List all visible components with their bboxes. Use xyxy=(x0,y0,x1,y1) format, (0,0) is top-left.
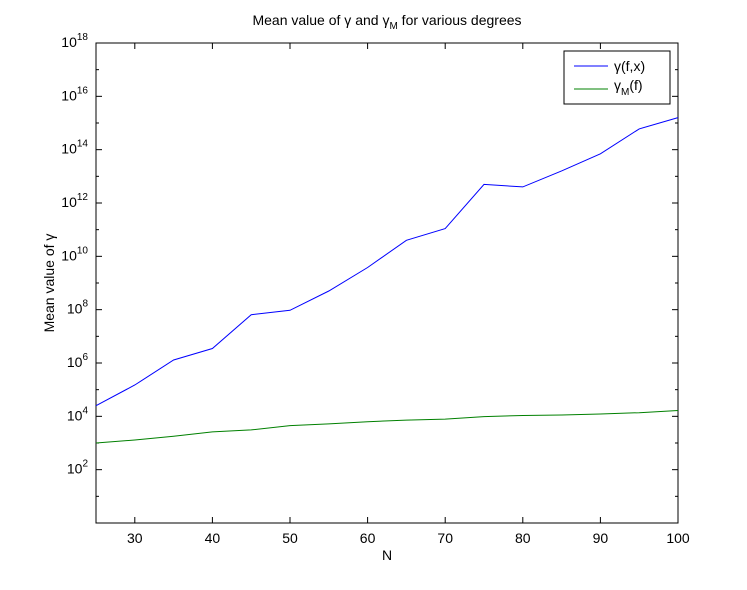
x-tick-label: 60 xyxy=(360,530,376,546)
x-tick-label: 100 xyxy=(666,530,690,546)
y-tick-label: 102 xyxy=(67,459,89,477)
x-tick-label: 90 xyxy=(593,530,609,546)
x-tick-label: 70 xyxy=(437,530,453,546)
plot-area xyxy=(95,42,679,524)
y-tick-label: 1012 xyxy=(61,192,88,210)
series-lines xyxy=(95,117,679,444)
y-tick-label: 1016 xyxy=(61,85,88,103)
legend-box xyxy=(563,50,671,105)
y-axis-label: Mean value of γ xyxy=(41,234,57,333)
y-tick-label: 1010 xyxy=(61,245,88,263)
y-tick-label: 104 xyxy=(67,405,89,423)
chart-title: Mean value of γ and γM for various degre… xyxy=(252,12,521,32)
y-tick-label: 108 xyxy=(67,299,89,317)
y-tick-label: 1018 xyxy=(61,32,88,50)
series-line-2 xyxy=(95,410,679,444)
series-line-1 xyxy=(95,117,679,407)
legend-label-series-1: γ(f,x) xyxy=(614,58,645,74)
y-tick-label: 1014 xyxy=(61,139,88,157)
y-tick-label: 106 xyxy=(67,352,89,370)
x-axis-label: N xyxy=(382,547,392,563)
x-tick-label: 40 xyxy=(205,530,221,546)
legend: γ(f,x) γM(f) xyxy=(563,50,671,105)
x-tick-label: 80 xyxy=(515,530,531,546)
legend-label-series-2: γM(f) xyxy=(614,77,643,98)
x-axis-ticks: 30 40 50 60 70 80 90 100 xyxy=(127,43,690,546)
x-tick-label: 30 xyxy=(127,530,143,546)
x-tick-label: 50 xyxy=(282,530,298,546)
y-axis-ticks: 102 104 106 108 1010 1012 1014 1016 1018 xyxy=(61,32,678,497)
